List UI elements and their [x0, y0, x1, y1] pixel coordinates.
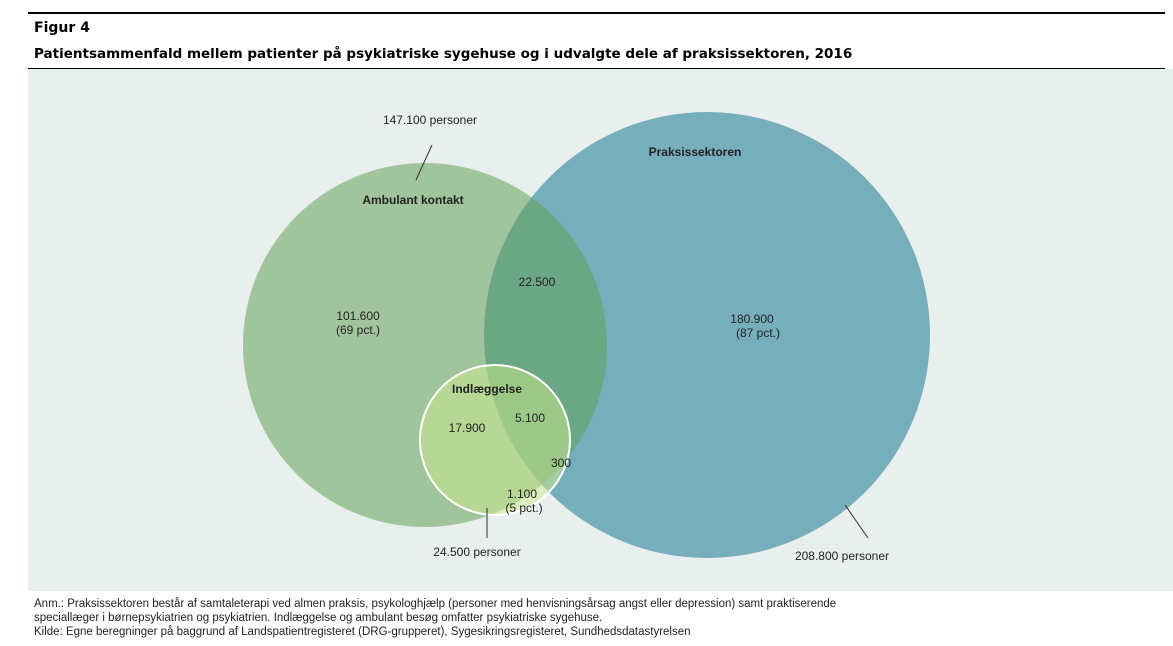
region-share: (69 pct.) — [336, 323, 380, 337]
indlaeggelse-circle — [419, 364, 571, 516]
region-value: 17.900 — [449, 421, 486, 435]
praksis-circle — [484, 112, 930, 558]
note: Anm.: Praksissektoren består af samtalet… — [34, 598, 837, 610]
leader-line — [844, 504, 869, 539]
set-name: Praksissektoren — [649, 145, 742, 159]
region-value: 1.100 — [507, 487, 537, 501]
venn-diagram: 147.100 personer Ambulant kontakt Praksi… — [28, 69, 1173, 591]
region-value: 101.600 — [336, 309, 380, 323]
note: Kilde: Egne beregninger på baggrund af L… — [34, 626, 691, 638]
region-value: 5.100 — [515, 411, 545, 425]
set-name: Indlæggelse — [452, 382, 522, 396]
region-share: (5 pct.) — [505, 501, 542, 515]
region-share: (87 pct.) — [736, 326, 780, 340]
set-total: 24.500 personer — [433, 545, 520, 559]
region-value: 300 — [551, 456, 571, 470]
title-rule — [28, 68, 1165, 69]
set-total: 208.800 personer — [795, 549, 889, 563]
set-name: Ambulant kontakt — [362, 193, 463, 207]
top-rule — [28, 12, 1165, 14]
set-total: 147.100 personer — [383, 113, 477, 127]
figure-label: Figur 4 — [34, 20, 90, 36]
region-value: 22.500 — [519, 275, 556, 289]
note: speciallæger i børnepsykiatrien og psyki… — [34, 612, 603, 624]
figure-title: Patientsammenfald mellem patienter på ps… — [34, 46, 853, 62]
region-value: 180.900 — [730, 312, 774, 326]
leader-line — [415, 144, 433, 181]
